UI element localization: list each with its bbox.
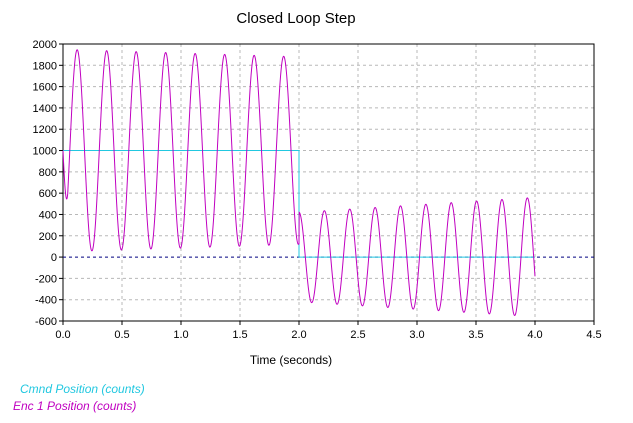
x-tick-label: 3.5 [468, 329, 483, 341]
y-tick-label: -200 [35, 273, 57, 285]
legend-cmnd-position: Cmnd Position (counts) [20, 382, 145, 396]
plot-frame [62, 43, 595, 322]
y-tick-label: 1000 [33, 146, 57, 158]
series-enc1-position-line [62, 49, 536, 316]
y-tick-label: -400 [35, 295, 57, 307]
y-axis-ticks: 2000180016001400120010008006004002000-20… [33, 39, 63, 328]
x-tick-label: 4.0 [527, 329, 542, 341]
series-cmnd-position-line [63, 150, 535, 258]
chart-title: Closed Loop Step [236, 10, 355, 27]
x-tick-label: 4.5 [586, 329, 601, 341]
x-tick-label: 1.0 [173, 329, 188, 341]
y-tick-label: -600 [35, 316, 57, 328]
y-tick-label: 1400 [33, 103, 57, 115]
x-tick-label: 2.5 [350, 329, 365, 341]
x-tick-label: 0.5 [114, 329, 129, 341]
x-axis-ticks: 0.0 0.5 1.0 1.5 2.0 2.5 3.0 3.5 4.0 4.5 [55, 321, 602, 341]
y-tick-label: 1600 [33, 82, 57, 94]
y-tick-label: 2000 [33, 39, 57, 51]
y-tick-label: 0 [51, 252, 57, 264]
y-tick-label: 600 [39, 188, 57, 200]
y-tick-label: 200 [39, 231, 57, 243]
grid [63, 44, 594, 321]
x-tick-label: 3.0 [409, 329, 424, 341]
x-tick-label: 0.0 [55, 329, 70, 341]
y-tick-label: 400 [39, 209, 57, 221]
x-tick-label: 2.0 [291, 329, 306, 341]
x-axis-title: Time (seconds) [250, 353, 332, 367]
y-tick-label: 1200 [33, 124, 57, 136]
series-layer [62, 49, 536, 316]
legend-enc1-position: Enc 1 Position (counts) [13, 399, 136, 413]
x-tick-label: 1.5 [232, 329, 247, 341]
y-tick-label: 1800 [33, 60, 57, 72]
y-tick-label: 800 [39, 167, 57, 179]
